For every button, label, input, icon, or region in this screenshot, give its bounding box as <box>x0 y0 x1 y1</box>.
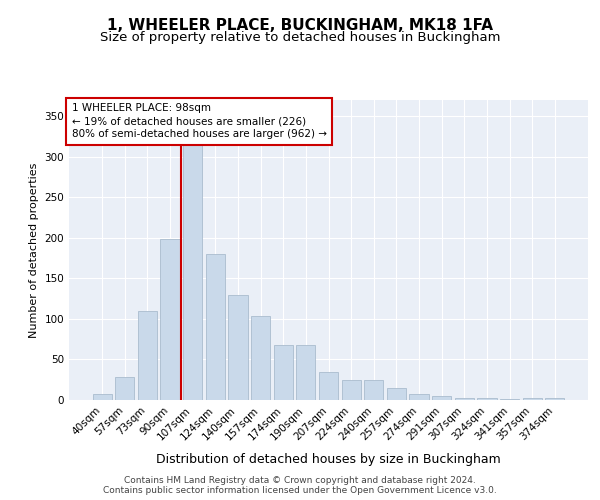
Bar <box>341 380 361 400</box>
Bar <box>183 132 202 400</box>
Bar <box>92 394 112 400</box>
X-axis label: Distribution of detached houses by size in Buckingham: Distribution of detached houses by size … <box>156 453 501 466</box>
Bar <box>364 380 383 400</box>
Bar <box>138 311 157 400</box>
Bar <box>160 240 180 400</box>
Text: 1, WHEELER PLACE, BUCKINGHAM, MK18 1FA: 1, WHEELER PLACE, BUCKINGHAM, MK18 1FA <box>107 18 493 32</box>
Bar <box>387 388 406 400</box>
Bar <box>477 398 497 400</box>
Text: Size of property relative to detached houses in Buckingham: Size of property relative to detached ho… <box>100 31 500 44</box>
Bar <box>274 345 293 400</box>
Text: Contains HM Land Registry data © Crown copyright and database right 2024.: Contains HM Land Registry data © Crown c… <box>124 476 476 485</box>
Bar <box>455 398 474 400</box>
Y-axis label: Number of detached properties: Number of detached properties <box>29 162 39 338</box>
Bar <box>523 398 542 400</box>
Bar <box>545 398 565 400</box>
Bar <box>206 254 225 400</box>
Text: Contains public sector information licensed under the Open Government Licence v3: Contains public sector information licen… <box>103 486 497 495</box>
Bar <box>229 294 248 400</box>
Bar <box>296 345 316 400</box>
Bar <box>251 316 270 400</box>
Bar <box>319 372 338 400</box>
Text: 1 WHEELER PLACE: 98sqm
← 19% of detached houses are smaller (226)
80% of semi-de: 1 WHEELER PLACE: 98sqm ← 19% of detached… <box>71 103 326 140</box>
Bar <box>432 396 451 400</box>
Bar <box>409 394 428 400</box>
Bar <box>500 399 519 400</box>
Bar <box>115 378 134 400</box>
